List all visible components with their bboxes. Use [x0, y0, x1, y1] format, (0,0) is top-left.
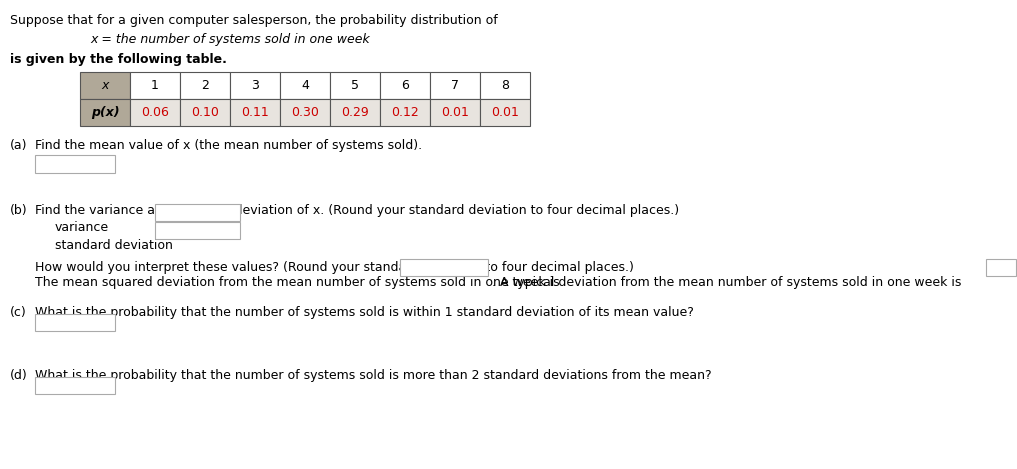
Text: 6: 6 — [401, 79, 409, 92]
Bar — [35, 314, 115, 331]
Text: 4: 4 — [301, 79, 309, 92]
Bar — [430, 72, 480, 99]
Text: 0.12: 0.12 — [392, 106, 419, 119]
Bar — [400, 259, 488, 276]
Text: (d): (d) — [10, 369, 27, 382]
Bar — [35, 377, 115, 394]
Bar — [330, 99, 380, 126]
Text: What is the probability that the number of systems sold is more than 2 standard : What is the probability that the number … — [35, 369, 712, 382]
Text: p(x): p(x) — [91, 106, 119, 119]
Text: 0.29: 0.29 — [341, 106, 369, 119]
Text: . A typical deviation from the mean number of systems sold in one week is: . A typical deviation from the mean numb… — [492, 276, 961, 289]
Text: 0.01: 0.01 — [491, 106, 519, 119]
Bar — [180, 72, 230, 99]
Text: (b): (b) — [10, 204, 27, 217]
Text: 0.10: 0.10 — [191, 106, 219, 119]
Text: 0.30: 0.30 — [291, 106, 319, 119]
Bar — [180, 99, 230, 126]
Bar — [480, 72, 530, 99]
Bar — [80, 72, 130, 99]
Text: 1: 1 — [152, 79, 159, 92]
Text: x = the number of systems sold in one week: x = the number of systems sold in one we… — [89, 33, 370, 46]
Text: 2: 2 — [201, 79, 208, 92]
Text: 7: 7 — [451, 79, 459, 92]
Text: (a): (a) — [10, 139, 27, 152]
Bar — [130, 99, 180, 126]
Text: 0.06: 0.06 — [141, 106, 169, 119]
Bar — [380, 72, 430, 99]
Text: standard deviation: standard deviation — [55, 239, 173, 252]
Bar — [480, 99, 530, 126]
Text: How would you interpret these values? (Round your standard deviation to four dec: How would you interpret these values? (R… — [35, 261, 634, 274]
Bar — [155, 204, 240, 221]
Text: 3: 3 — [251, 79, 259, 92]
Bar — [986, 259, 1016, 276]
Text: (c): (c) — [10, 306, 26, 319]
Bar — [380, 99, 430, 126]
Text: 0.11: 0.11 — [241, 106, 268, 119]
Bar — [35, 155, 115, 173]
Text: The mean squared deviation from the mean number of systems sold in one week is: The mean squared deviation from the mean… — [35, 276, 559, 289]
Text: 8: 8 — [501, 79, 508, 92]
Bar — [280, 99, 330, 126]
Bar — [130, 72, 180, 99]
Text: What is the probability that the number of systems sold is within 1 standard dev: What is the probability that the number … — [35, 306, 694, 319]
Text: Find the variance and standard deviation of x. (Round your standard deviation to: Find the variance and standard deviation… — [35, 204, 679, 217]
Bar — [430, 99, 480, 126]
Text: 0.01: 0.01 — [441, 106, 469, 119]
Bar — [230, 72, 280, 99]
Bar — [330, 72, 380, 99]
Text: variance: variance — [55, 221, 109, 234]
Bar — [155, 222, 240, 239]
Text: 5: 5 — [351, 79, 359, 92]
Bar — [280, 72, 330, 99]
Bar — [80, 99, 130, 126]
Text: Suppose that for a given computer salesperson, the probability distribution of: Suppose that for a given computer salesp… — [10, 14, 497, 27]
Text: is given by the following table.: is given by the following table. — [10, 53, 227, 66]
Text: Find the mean value of x (the mean number of systems sold).: Find the mean value of x (the mean numbe… — [35, 139, 422, 152]
Bar — [230, 99, 280, 126]
Text: x: x — [102, 79, 109, 92]
